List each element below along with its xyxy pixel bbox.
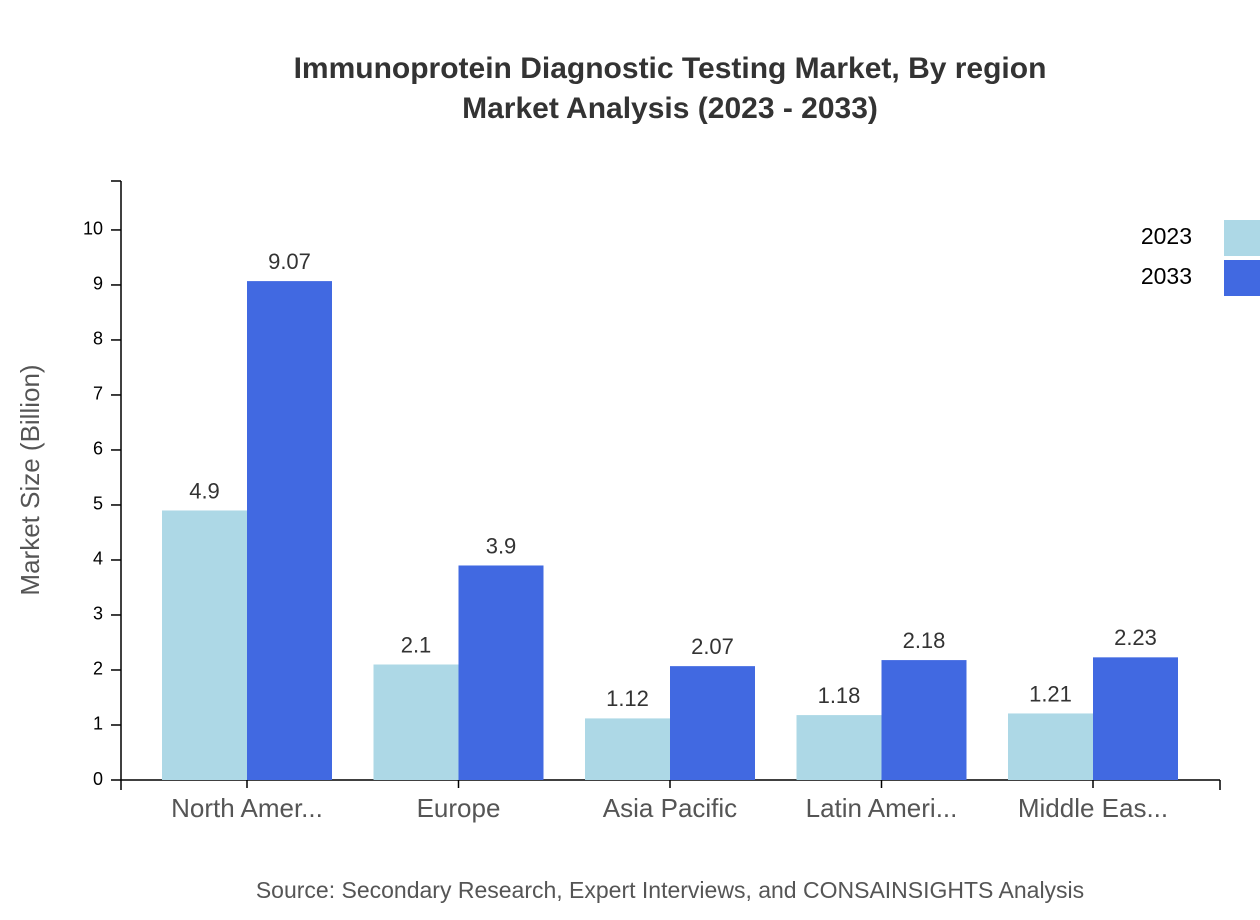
y-tick-label: 8 bbox=[93, 329, 103, 349]
y-tick-label: 1 bbox=[93, 714, 103, 734]
value-label: 3.9 bbox=[486, 533, 517, 558]
bar bbox=[1008, 713, 1093, 780]
y-tick-label: 9 bbox=[93, 274, 103, 294]
x-tick-label: Middle Eas... bbox=[1018, 793, 1168, 823]
y-axis-label: Market Size (Billion) bbox=[15, 364, 45, 595]
bar bbox=[881, 660, 967, 780]
bar bbox=[247, 281, 332, 780]
y-tick-label: 6 bbox=[93, 439, 103, 459]
y-tick-label: 0 bbox=[93, 769, 103, 789]
value-label: 4.9 bbox=[189, 478, 220, 503]
source-note: Source: Secondary Research, Expert Inter… bbox=[256, 877, 1084, 903]
legend-label: 2033 bbox=[1141, 263, 1192, 289]
value-label: 1.18 bbox=[818, 683, 861, 708]
value-label: 2.07 bbox=[691, 634, 734, 659]
bar bbox=[796, 715, 882, 780]
value-label: 1.12 bbox=[606, 686, 649, 711]
x-tick-label: Asia Pacific bbox=[603, 793, 737, 823]
bar bbox=[1093, 657, 1178, 780]
value-label: 2.23 bbox=[1114, 625, 1157, 650]
x-tick-label: Latin Ameri... bbox=[806, 793, 958, 823]
legend-swatch bbox=[1224, 260, 1260, 296]
x-tick-label: North Amer... bbox=[171, 793, 323, 823]
bar bbox=[670, 666, 755, 780]
legend-label: 2023 bbox=[1141, 223, 1192, 249]
value-label: 9.07 bbox=[268, 249, 311, 274]
value-label: 1.21 bbox=[1029, 681, 1072, 706]
y-tick-label: 5 bbox=[93, 494, 103, 514]
bar bbox=[458, 565, 544, 780]
value-label: 2.18 bbox=[903, 628, 946, 653]
x-tick-label: Europe bbox=[417, 793, 501, 823]
chart-title: Immunoprotein Diagnostic Testing Market,… bbox=[294, 52, 1047, 85]
y-tick-label: 4 bbox=[93, 549, 103, 569]
bar bbox=[585, 718, 670, 780]
legend-swatch bbox=[1224, 220, 1260, 256]
y-tick-label: 7 bbox=[93, 384, 103, 404]
y-tick-label: 3 bbox=[93, 604, 103, 624]
chart-subtitle: Market Analysis (2023 - 2033) bbox=[462, 92, 878, 125]
bar bbox=[162, 510, 247, 780]
y-tick-label: 2 bbox=[93, 659, 103, 679]
value-label: 2.1 bbox=[401, 632, 432, 657]
bar bbox=[373, 664, 459, 780]
y-tick-label: 10 bbox=[83, 219, 103, 239]
